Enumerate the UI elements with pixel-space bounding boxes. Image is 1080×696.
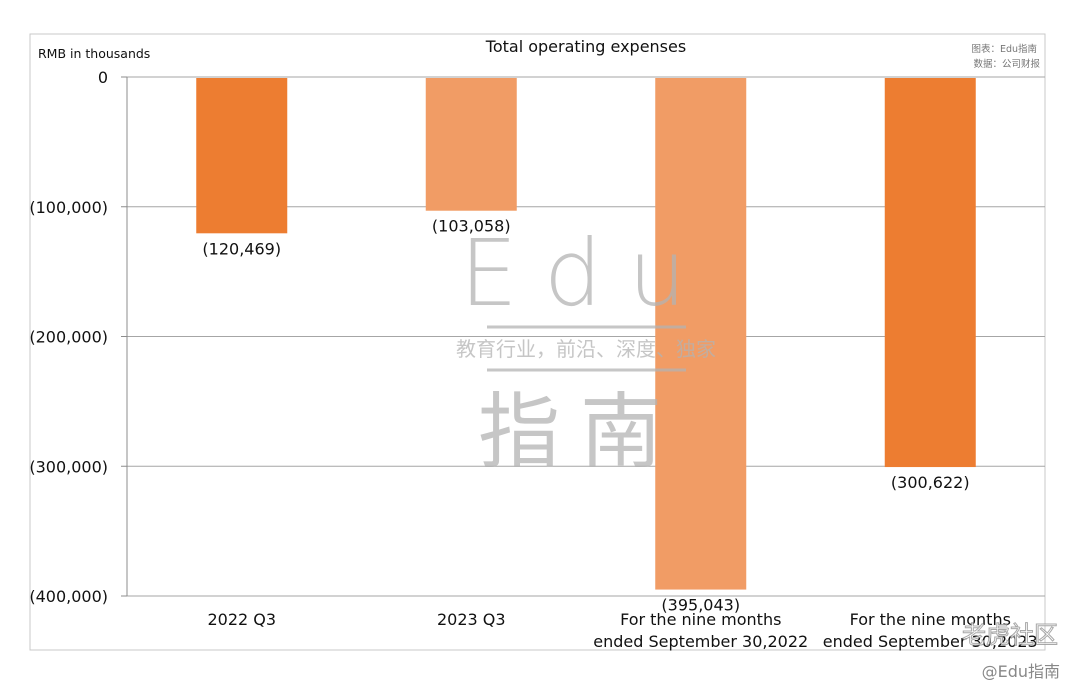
chart-frame — [29, 33, 1046, 651]
bar — [884, 78, 976, 468]
x-tick-label: 2022 Q3 — [207, 610, 276, 629]
corner-handle: @Edu指南 — [982, 662, 1060, 681]
x-tick-label: ended September 30,2022 — [593, 632, 808, 651]
y-tick-label: (200,000) — [29, 328, 108, 347]
watermark-logo-top: Edu — [460, 220, 713, 327]
corner-community-watermark: 老虎社区 — [962, 621, 1058, 649]
data-label: (103,058) — [432, 217, 511, 236]
bar — [425, 78, 517, 211]
data-label: (120,469) — [202, 239, 281, 258]
x-tick-label: 2023 Q3 — [437, 610, 506, 629]
bar-layer — [196, 78, 976, 590]
y-tick-label: (300,000) — [29, 457, 108, 476]
data-label: (300,622) — [891, 473, 970, 492]
x-tick-label: For the nine months — [850, 610, 1011, 629]
source-note-chart: 图表：Edu指南 — [971, 43, 1037, 55]
y-tick-label: (100,000) — [29, 198, 108, 217]
y-tick-label: 0 — [98, 68, 108, 87]
bar — [655, 78, 747, 590]
watermark-tagline: 教育行业，前沿、深度、独家 — [456, 337, 716, 361]
x-tick-label: For the nine months — [620, 610, 781, 629]
bar — [196, 78, 288, 234]
source-note-data: 数据：公司财报 — [973, 58, 1040, 70]
chart-title: Total operating expenses — [485, 37, 686, 56]
tick-layer: 0 (100,000) (200,000) (300,000) (400,000) — [29, 68, 127, 606]
label-layer: (120,469) 2022 Q3 (103,058) 2023 Q3 (395,043… — [202, 217, 1037, 651]
watermark-logo-bottom: 指南 — [478, 385, 682, 480]
y-axis-title: RMB in thousands — [38, 46, 150, 61]
watermark: Edu 教育行业，前沿、深度、独家 指南 — [456, 220, 716, 480]
x-tick-label: ended September 30,2023 — [823, 632, 1038, 651]
y-tick-label: (400,000) — [29, 587, 108, 606]
data-label: (395,043) — [661, 596, 740, 615]
